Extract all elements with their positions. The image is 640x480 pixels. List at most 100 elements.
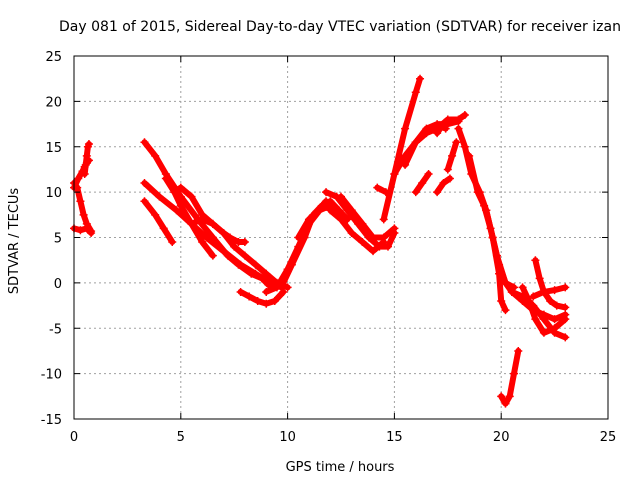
- data-point-marker: [304, 215, 313, 224]
- series-arc-6: [141, 180, 280, 289]
- data-point-marker: [140, 138, 149, 147]
- data-point-marker: [552, 301, 561, 310]
- data-point-marker: [81, 160, 90, 169]
- data-point-marker: [219, 247, 228, 256]
- data-point-marker: [550, 324, 559, 333]
- data-point-marker: [505, 392, 514, 401]
- y-tick-label: 15: [45, 141, 62, 156]
- data-point-marker: [445, 174, 454, 183]
- data-point-marker: [379, 215, 388, 224]
- data-point-marker: [424, 169, 433, 178]
- series-arc-11: [237, 288, 287, 307]
- data-point-marker: [240, 251, 249, 260]
- y-tick-label: 5: [54, 232, 62, 247]
- data-point-marker: [561, 283, 570, 292]
- data-point-marker: [294, 233, 303, 242]
- data-point-marker: [347, 206, 356, 215]
- data-point-marker: [208, 219, 217, 228]
- series-arc-4: [71, 225, 95, 236]
- data-point-marker: [168, 238, 177, 247]
- data-point-marker: [524, 297, 533, 306]
- chart-title: Day 081 of 2015, Sidereal Day-to-day VTE…: [59, 19, 621, 35]
- axis-ticks: 0 5 10 15 20 25 -15 -10 -5 0 5 10 15 20 25: [41, 50, 617, 445]
- y-tick-label: 0: [54, 277, 62, 292]
- data-point-marker: [347, 228, 356, 237]
- data-point-marker: [497, 297, 506, 306]
- data-point-marker: [550, 286, 559, 295]
- data-point-marker: [488, 233, 497, 242]
- data-point-marker: [208, 251, 217, 260]
- x-tick-label: 20: [493, 430, 510, 445]
- data-point-marker: [79, 210, 88, 219]
- data-point-marker: [159, 224, 168, 233]
- data-point-marker: [495, 260, 504, 269]
- data-point-marker: [219, 228, 228, 237]
- x-tick-label: 15: [386, 430, 403, 445]
- data-point-marker: [507, 287, 516, 296]
- x-axis-label: GPS time / hours: [286, 460, 395, 475]
- series-arc-30: [519, 284, 569, 336]
- data-point-marker: [170, 188, 179, 197]
- y-tick-label: 10: [45, 186, 62, 201]
- data-point-marker: [561, 315, 570, 324]
- x-tick-label: 5: [177, 430, 185, 445]
- data-point-marker: [465, 151, 474, 160]
- data-point-marker: [411, 138, 420, 147]
- data-point-marker: [531, 256, 540, 265]
- data-point-marker: [460, 110, 469, 119]
- data-point-marker: [439, 179, 448, 188]
- data-point-marker: [287, 260, 296, 269]
- data-point-marker: [73, 183, 82, 192]
- data-point-marker: [411, 88, 420, 97]
- data-point-marker: [187, 219, 196, 228]
- data-point-marker: [379, 233, 388, 242]
- data-point-marker: [501, 399, 510, 408]
- data-point-marker: [539, 328, 548, 337]
- data-point-marker: [262, 287, 271, 296]
- series-arc-16: [327, 207, 387, 255]
- data-point-marker: [473, 188, 482, 197]
- data-point-marker: [240, 238, 249, 247]
- data-point-marker: [514, 346, 523, 355]
- x-tick-label: 0: [70, 430, 78, 445]
- series-arc-10: [188, 216, 291, 291]
- y-axis-label: SDTVAR / TECUs: [7, 188, 22, 295]
- data-point-marker: [262, 269, 271, 278]
- data-point-marker: [202, 233, 211, 242]
- data-point-marker: [437, 122, 446, 131]
- data-point-marker: [482, 206, 491, 215]
- data-point-marker: [529, 292, 538, 301]
- data-point-marker: [518, 283, 527, 292]
- data-point-marker: [82, 151, 91, 160]
- series-arc-18: [374, 184, 389, 196]
- data-point-marker: [501, 278, 510, 287]
- data-point-marker: [358, 219, 367, 228]
- data-point-marker: [236, 287, 245, 296]
- data-point-marker: [76, 197, 85, 206]
- data-point-marker: [497, 392, 506, 401]
- data-point-marker: [561, 333, 570, 342]
- data-point-marker: [151, 210, 160, 219]
- y-tick-label: 25: [45, 50, 62, 65]
- data-series: [70, 74, 570, 408]
- data-point-marker: [401, 124, 410, 133]
- data-point-marker: [262, 299, 271, 308]
- series-arc-7: [141, 198, 176, 245]
- data-point-marker: [546, 297, 555, 306]
- data-point-marker: [531, 315, 540, 324]
- x-tick-label: 10: [279, 430, 296, 445]
- data-point-marker: [251, 260, 260, 269]
- data-point-marker: [176, 183, 185, 192]
- data-point-marker: [140, 179, 149, 188]
- data-point-marker: [369, 247, 378, 256]
- data-point-marker: [383, 242, 392, 251]
- data-point-marker: [76, 226, 85, 235]
- series-arc-34: [547, 298, 569, 311]
- data-point-marker: [373, 183, 382, 192]
- data-point-marker: [236, 260, 245, 269]
- data-point-marker: [151, 151, 160, 160]
- data-point-marker: [80, 169, 89, 178]
- data-point-marker: [454, 115, 463, 124]
- data-point-marker: [277, 283, 286, 292]
